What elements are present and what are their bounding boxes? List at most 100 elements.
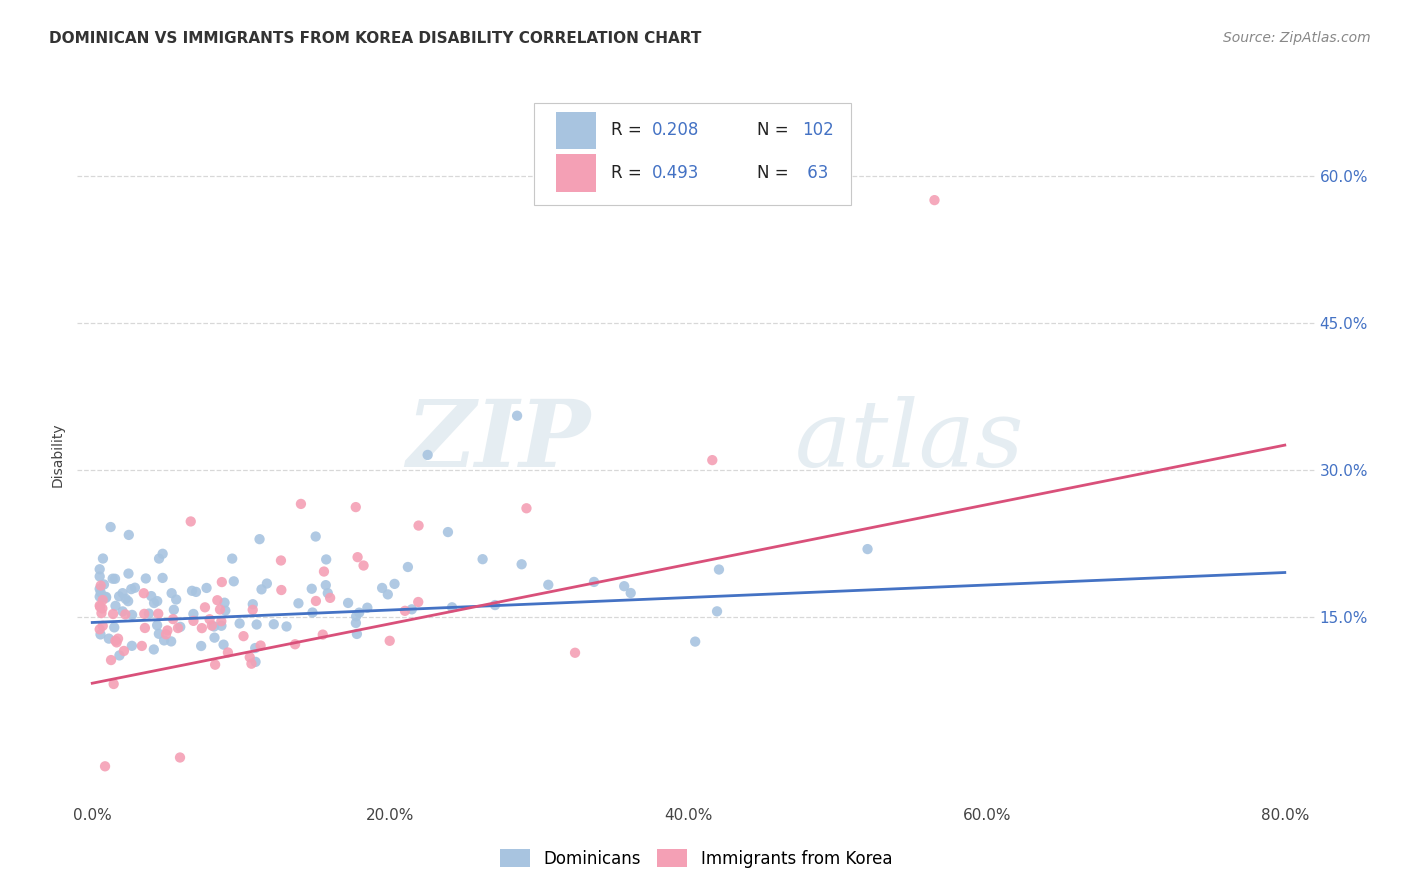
Point	[515, 501, 537, 516]
Text: ZIP: ZIP	[406, 396, 591, 486]
Point	[105, 635, 128, 649]
Point	[153, 633, 176, 648]
Point	[239, 650, 262, 665]
Point	[194, 600, 217, 615]
Point	[394, 604, 416, 618]
Point	[103, 677, 125, 691]
Point	[104, 599, 127, 613]
Point	[356, 600, 378, 615]
Point	[124, 581, 146, 595]
Point	[202, 619, 225, 633]
Point	[135, 572, 157, 586]
Point	[209, 614, 232, 628]
Point	[377, 587, 399, 601]
Point	[510, 558, 533, 572]
Text: Source: ZipAtlas.com: Source: ZipAtlas.com	[1223, 31, 1371, 45]
Point	[180, 515, 202, 529]
Point	[924, 193, 946, 207]
Point	[582, 574, 605, 589]
Point	[249, 639, 271, 653]
Point	[112, 644, 135, 658]
Point	[91, 601, 114, 615]
Point	[613, 579, 636, 593]
Point	[316, 586, 339, 600]
Point	[89, 622, 111, 636]
Point	[408, 518, 430, 533]
Point	[120, 582, 142, 596]
Point	[152, 571, 174, 585]
Point	[104, 572, 127, 586]
Point	[214, 604, 236, 618]
Point	[152, 547, 174, 561]
Point	[250, 582, 273, 597]
Point	[97, 632, 120, 646]
Point	[134, 621, 156, 635]
Point	[315, 552, 337, 566]
Point	[141, 589, 163, 603]
Point	[148, 607, 170, 621]
Point	[104, 633, 127, 648]
Point	[94, 590, 117, 604]
Point	[114, 591, 136, 606]
Point	[212, 638, 235, 652]
Point	[471, 552, 494, 566]
Text: R =: R =	[612, 164, 647, 182]
Point	[242, 597, 264, 611]
Point	[121, 639, 143, 653]
Point	[160, 634, 183, 648]
Point	[148, 551, 170, 566]
Point	[162, 612, 184, 626]
Point	[118, 528, 141, 542]
Point	[378, 633, 401, 648]
Point	[301, 606, 323, 620]
Point	[228, 616, 250, 631]
Point	[89, 582, 111, 596]
Point	[204, 657, 226, 672]
Point	[214, 596, 236, 610]
Point	[93, 590, 115, 604]
Point	[347, 606, 370, 620]
Point	[702, 453, 724, 467]
Point	[290, 497, 312, 511]
Point	[89, 562, 111, 576]
Point	[856, 542, 879, 557]
Y-axis label: Disability: Disability	[51, 423, 65, 487]
Point	[707, 562, 730, 576]
Text: 63: 63	[801, 164, 828, 182]
Point	[163, 603, 186, 617]
Point	[156, 624, 179, 638]
Point	[108, 590, 131, 604]
Point	[319, 591, 342, 605]
Point	[209, 619, 232, 633]
Text: DOMINICAN VS IMMIGRANTS FROM KOREA DISABILITY CORRELATION CHART: DOMINICAN VS IMMIGRANTS FROM KOREA DISAB…	[49, 31, 702, 46]
Point	[114, 607, 136, 622]
Point	[284, 637, 307, 651]
Point	[132, 586, 155, 600]
Point	[232, 629, 254, 643]
Point	[312, 627, 335, 641]
Point	[169, 750, 191, 764]
Point	[195, 581, 218, 595]
Point	[305, 594, 328, 608]
Text: 102: 102	[801, 120, 834, 138]
Text: R =: R =	[612, 120, 647, 138]
Point	[143, 596, 166, 610]
Point	[406, 595, 429, 609]
Point	[169, 620, 191, 634]
Point	[101, 607, 124, 621]
Point	[211, 575, 233, 590]
Point	[138, 607, 160, 621]
Point	[131, 639, 153, 653]
Point	[107, 632, 129, 646]
Point	[89, 569, 111, 583]
Point	[90, 578, 112, 592]
Point	[537, 578, 560, 592]
Text: 0.208: 0.208	[652, 120, 699, 138]
Point	[117, 594, 139, 608]
Point	[416, 448, 439, 462]
Point	[620, 586, 643, 600]
Point	[384, 577, 406, 591]
Point	[183, 614, 205, 628]
Point	[191, 621, 214, 635]
Point	[155, 627, 177, 641]
